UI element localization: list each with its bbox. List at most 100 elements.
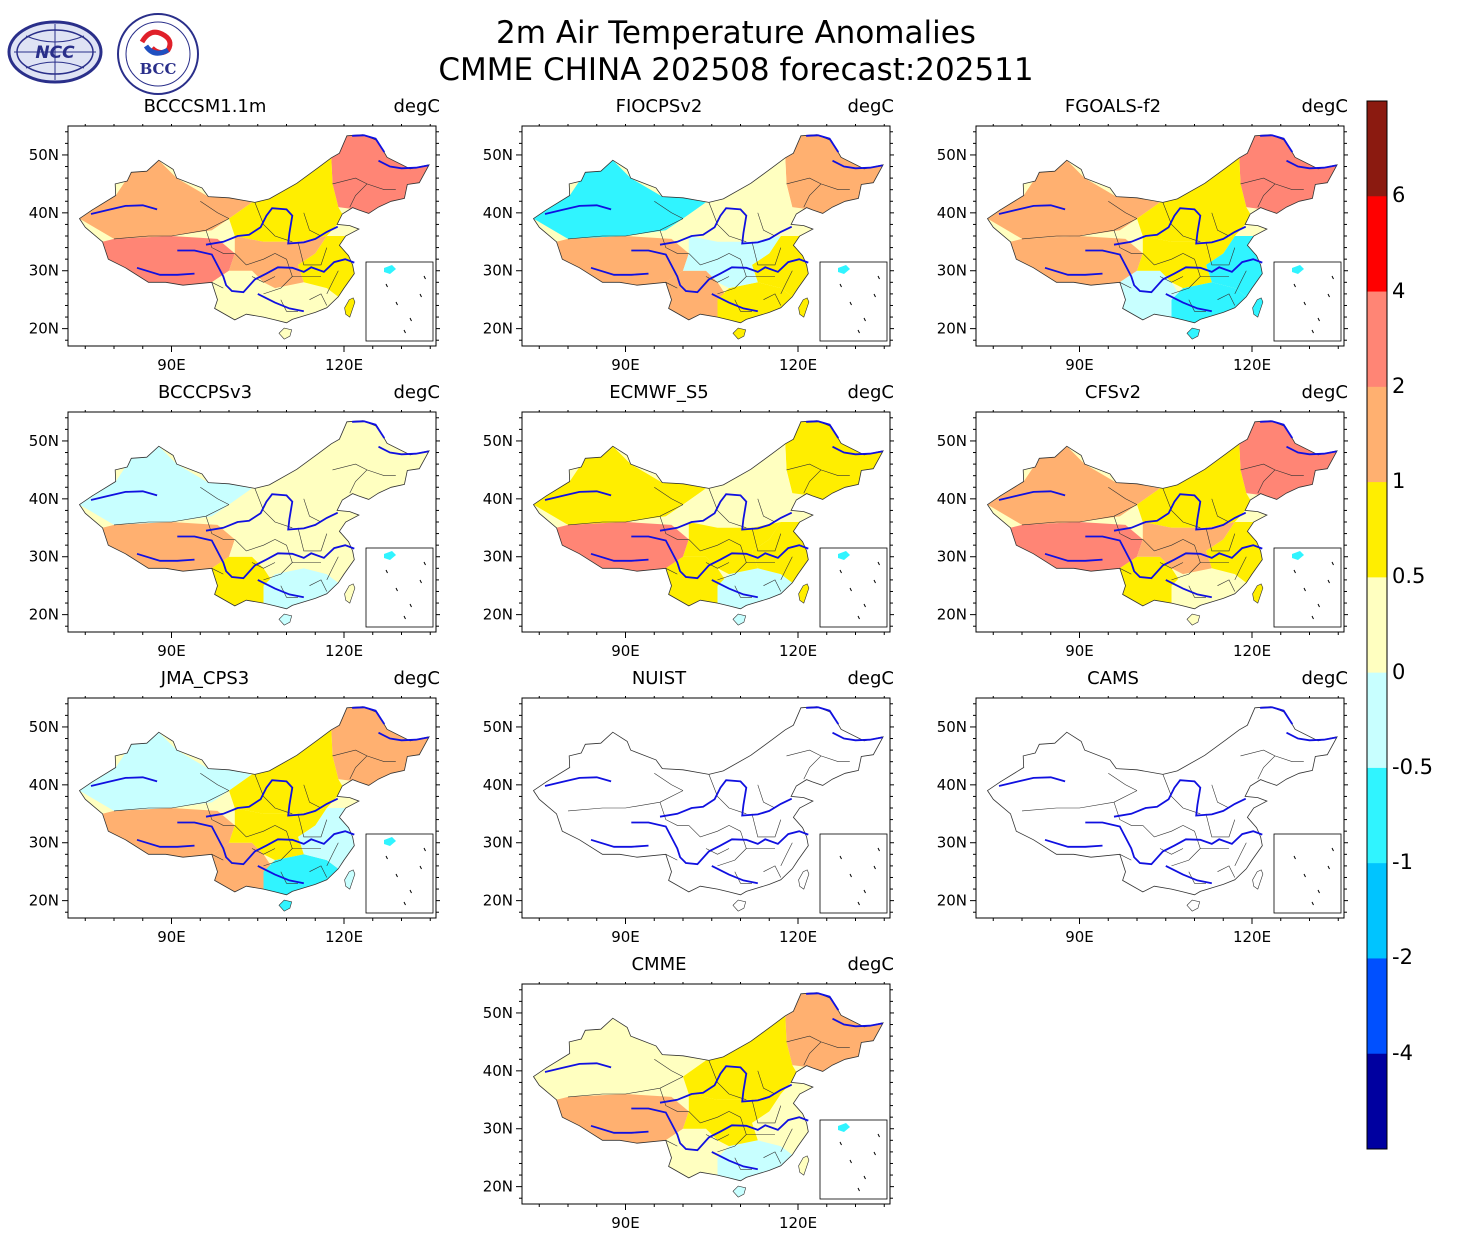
inset-island-mark [409,317,412,322]
river-line [711,293,758,313]
province-boundary [803,183,822,208]
lat-tick-label: 50N [937,432,967,450]
south-china-sea-inset [1273,547,1342,628]
lat-tick-label: 20N [29,606,59,624]
anomaly-region-sw [1119,556,1183,606]
hainan-fill [279,328,292,340]
river-line [352,706,386,725]
province-boundary [326,842,339,867]
hainan-outline [278,327,293,340]
panel-unit-label: degC [847,96,895,117]
river-line [806,134,840,153]
lon-tick-label: 120E [325,642,363,660]
river-line [378,445,429,456]
province-boundary [717,253,747,295]
province-boundary [1188,871,1206,884]
province-boundary [708,1060,747,1101]
province-boundary [751,527,782,552]
inset-island-mark [877,847,880,852]
anomaly-region-ne [331,134,430,214]
lat-tick-label: 20N [483,892,513,910]
inset-island-mark [839,1141,842,1146]
river-line [257,579,304,599]
colorbar-label: -1 [1392,850,1413,875]
lon-tick-label: 120E [325,356,363,374]
anomaly-region-tibet [1010,236,1143,286]
panel-model-name: CAMS [1087,668,1139,689]
province-boundary [567,504,684,526]
inset-island-mark [1303,587,1306,592]
river-line [631,1107,809,1152]
inset-island-mark [423,561,426,566]
anomaly-region-north [683,157,797,242]
china-outline [532,134,884,324]
inset-island-mark [857,901,860,906]
lon-tick-label: 120E [779,356,817,374]
province-boundary [734,585,752,598]
anomaly-fill [533,420,884,609]
province-boundary [1119,282,1132,289]
anomaly-region-north [683,443,797,528]
inset-fill [384,837,396,846]
province-boundary [297,527,328,552]
inset-island-mark [419,865,422,870]
hainan-fill [279,900,292,912]
taiwan-outline [1252,583,1264,604]
province-boundary [757,212,776,237]
colorbar-segment [1367,291,1387,388]
river-line [1286,159,1337,170]
inset-island-mark [1331,561,1334,566]
inset-island-mark [1293,569,1296,574]
map-area: 50N 40N 30N 20N 90E 120E [29,124,440,374]
province-boundary [211,568,224,575]
inset-island-mark [1303,301,1306,306]
lat-tick-label: 30N [29,834,59,852]
inset-island-mark [1331,847,1334,852]
province-boundary [757,784,776,809]
province-boundary [349,755,368,780]
province-boundary [280,299,298,312]
panel-unit-label: degC [1301,382,1349,403]
hainan-fill [733,614,746,626]
inset-fill [1292,265,1304,274]
province-boundary [1162,202,1201,243]
province-boundary [1113,516,1143,540]
province-boundary [717,539,747,581]
lat-tick-label: 40N [483,776,513,794]
river-line [998,776,1066,787]
province-boundary [717,1111,747,1153]
model-panel: ECMWF_S5 degC 50N 40N 30N 20N 90E 120E [474,382,894,660]
province-boundary [688,539,730,552]
province-boundary [757,498,776,523]
lon-tick-label: 90E [1065,356,1094,374]
anomaly-region-sw [665,556,729,606]
province-boundary [1142,539,1184,552]
panel-unit-label: degC [847,954,895,975]
province-boundary [708,488,747,529]
province-boundary [734,299,752,312]
anomaly-region-tibet [1010,522,1143,572]
province-boundary [211,854,224,861]
inset-island-mark [857,1187,860,1192]
province-boundary [1240,177,1304,191]
inset-fill [838,551,850,560]
province-boundary [205,230,235,254]
province-boundary [1217,865,1236,878]
ncc-logo: NCC [7,20,103,84]
river-line [631,821,809,866]
river-line [998,204,1066,215]
hainan-fill [1187,328,1200,340]
inset-island-mark [1293,283,1296,288]
inset-island-mark [863,1175,866,1180]
anomaly-region-ne [785,420,884,500]
lat-tick-label: 50N [937,146,967,164]
anomaly-region-sw [211,270,275,320]
anomaly-region-ne [785,992,884,1072]
inset-island-mark [877,561,880,566]
colorbar-segment [1367,577,1387,674]
river-line [352,420,386,439]
anomaly-region-south [1171,568,1247,609]
taiwan-outline [798,583,810,604]
inset-island-mark [839,855,842,860]
panel-model-name: CFSv2 [1084,382,1142,403]
